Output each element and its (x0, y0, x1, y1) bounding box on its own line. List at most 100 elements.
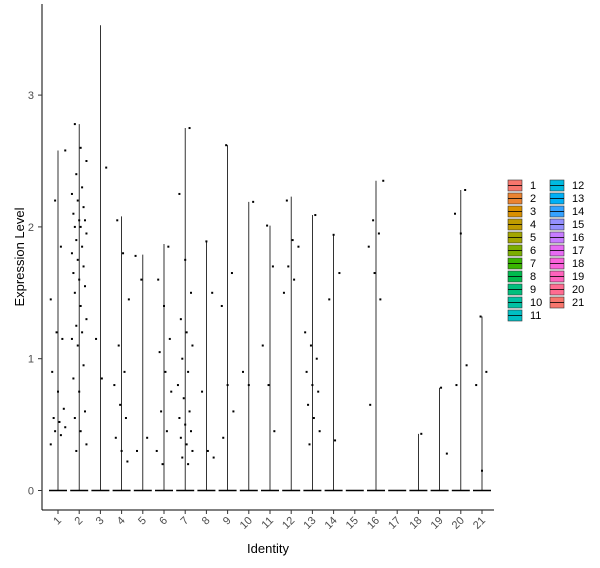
data-point (61, 337, 64, 340)
x-tick-label: 6 (157, 515, 170, 528)
x-tick-label: 18 (407, 515, 424, 532)
legend-label-19: 19 (572, 271, 584, 283)
data-point (84, 285, 86, 288)
data-point (266, 224, 269, 227)
data-point (75, 239, 78, 242)
violin-group (49, 25, 491, 492)
data-point (312, 417, 315, 420)
data-point (82, 206, 85, 209)
legend-label-20: 20 (572, 284, 584, 296)
data-point (73, 225, 76, 228)
data-point (273, 430, 276, 433)
data-point (305, 370, 308, 373)
data-point (182, 397, 185, 400)
data-point (134, 254, 137, 257)
data-point (201, 390, 204, 393)
data-point (76, 258, 79, 261)
data-point (252, 200, 255, 203)
x-tick-label: 10 (238, 515, 255, 532)
data-point (232, 410, 235, 413)
data-point (191, 449, 194, 452)
data-point (75, 449, 78, 452)
data-point (420, 432, 423, 435)
data-point (82, 364, 85, 367)
data-point (127, 298, 130, 301)
data-point (82, 265, 85, 268)
data-point (113, 384, 116, 387)
data-point (181, 357, 184, 360)
data-point (338, 272, 341, 275)
data-point (382, 179, 385, 182)
data-point (72, 212, 75, 215)
data-point (140, 278, 143, 281)
data-point (157, 278, 160, 281)
data-point (64, 426, 67, 429)
legend-label-10: 10 (530, 297, 542, 309)
data-point (179, 436, 182, 439)
data-point (160, 410, 163, 413)
data-point (334, 439, 337, 442)
legend-label-1: 1 (530, 180, 536, 192)
legend-label-6: 6 (530, 245, 536, 257)
data-point (100, 377, 103, 380)
data-point (85, 160, 88, 162)
data-point (373, 272, 376, 275)
data-point (282, 291, 285, 294)
data-point (261, 344, 264, 347)
data-point (123, 370, 126, 373)
data-point (73, 123, 76, 126)
legend-label-11: 11 (530, 310, 541, 322)
data-point (164, 370, 167, 373)
data-point (220, 304, 223, 307)
y-tick-label: 0 (28, 486, 34, 498)
y-axis-ticks: 0 1 2 3 (28, 90, 42, 498)
x-tick-label: 9 (221, 515, 234, 528)
legend-label-18: 18 (572, 258, 584, 270)
data-point (187, 370, 190, 373)
data-point (136, 449, 138, 452)
data-point (304, 331, 307, 334)
data-point (55, 331, 58, 334)
data-point (70, 252, 73, 255)
data-point (163, 304, 165, 307)
legend-label-14: 14 (572, 206, 584, 218)
data-point (126, 460, 129, 463)
data-point (445, 452, 448, 455)
data-point (49, 298, 52, 301)
data-point (76, 344, 79, 347)
x-axis-title: Identity (247, 541, 289, 556)
data-point (161, 463, 164, 466)
data-point (205, 240, 208, 243)
data-point (293, 278, 296, 281)
legend-label-9: 9 (530, 284, 536, 296)
data-point (72, 377, 75, 380)
data-point (191, 344, 194, 347)
y-axis-title: Expression Level (12, 207, 27, 306)
data-point (479, 315, 482, 318)
data-point (247, 384, 250, 387)
data-point (367, 245, 370, 248)
legend-label-4: 4 (530, 219, 536, 231)
data-point (62, 407, 65, 410)
x-tick-label: 2 (73, 515, 86, 528)
data-point (308, 443, 311, 446)
x-tick-label: 13 (301, 515, 318, 532)
x-tick-label: 8 (200, 515, 213, 528)
data-point (49, 443, 52, 446)
data-point (75, 173, 78, 176)
data-point (271, 265, 274, 268)
data-point (188, 410, 191, 413)
data-point (81, 245, 84, 248)
x-tick-label: 15 (344, 515, 361, 532)
data-point (59, 245, 62, 248)
data-point (85, 443, 88, 446)
data-point (158, 351, 161, 354)
data-point (379, 298, 382, 301)
data-point (79, 304, 82, 307)
data-point (184, 258, 187, 261)
x-tick-label: 16 (365, 515, 382, 532)
data-point (179, 318, 182, 321)
x-tick-label: 4 (115, 515, 128, 528)
data-point (170, 390, 173, 393)
